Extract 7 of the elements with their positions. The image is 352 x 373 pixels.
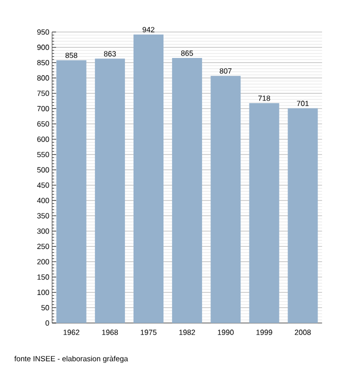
bar [172, 58, 202, 323]
bar [94, 58, 125, 323]
bar [288, 108, 318, 323]
bar [249, 103, 280, 323]
bar [133, 34, 164, 323]
bar [56, 60, 86, 323]
bar [210, 76, 241, 323]
